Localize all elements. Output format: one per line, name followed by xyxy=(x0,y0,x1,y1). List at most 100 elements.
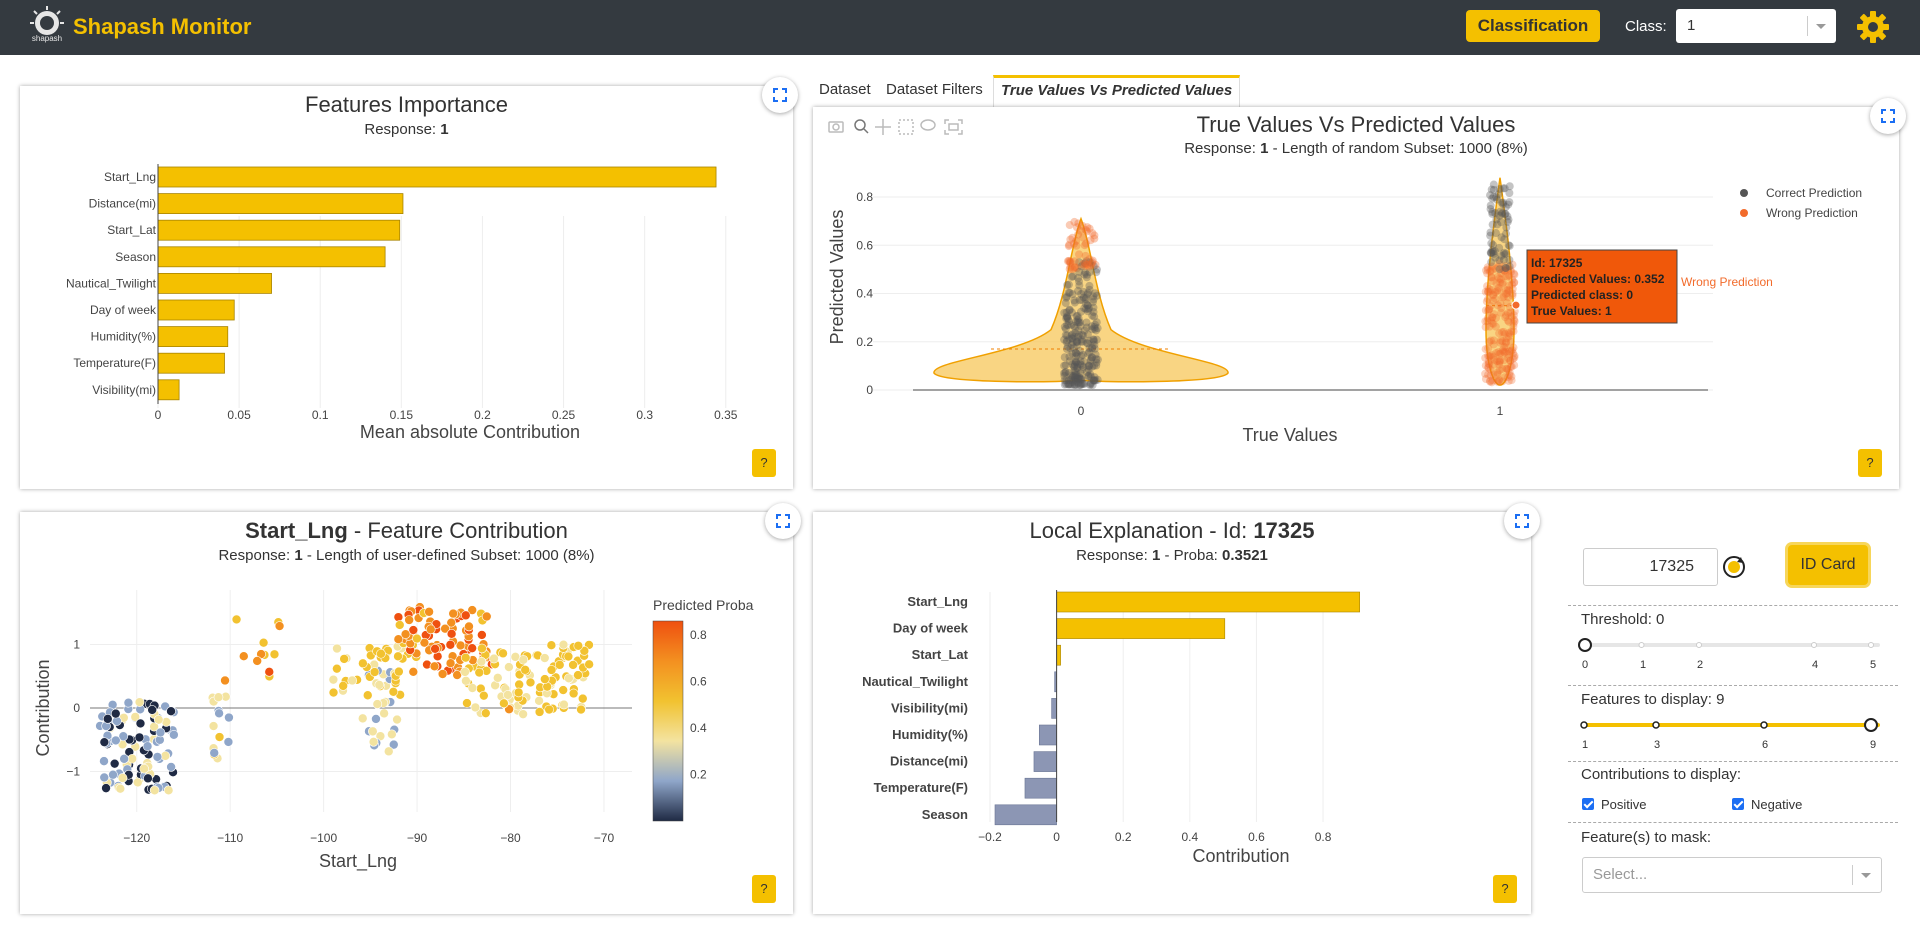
data-point xyxy=(1064,280,1073,289)
data-point xyxy=(358,658,368,669)
data-point xyxy=(1504,332,1513,341)
autoscale-icon[interactable] xyxy=(944,119,963,135)
data-point xyxy=(1488,194,1497,203)
data-point xyxy=(462,698,472,708)
data-point xyxy=(1074,314,1083,323)
threshold-slider[interactable] xyxy=(1578,635,1888,655)
data-point xyxy=(1507,362,1516,371)
expand-button[interactable] xyxy=(1504,503,1540,539)
data-point xyxy=(525,677,536,688)
camera-icon[interactable] xyxy=(828,121,844,133)
pan-icon[interactable] xyxy=(875,119,891,135)
colorbar-tick: 0.2 xyxy=(690,767,707,781)
bar xyxy=(157,219,401,241)
threshold-tick: 4 xyxy=(1812,659,1819,671)
data-point xyxy=(1510,278,1519,287)
data-point xyxy=(1063,312,1072,321)
title-feature: Start_Lng xyxy=(245,518,348,543)
data-point xyxy=(1090,323,1099,332)
data-point xyxy=(1075,346,1084,355)
id-input[interactable]: 17325 xyxy=(1583,548,1718,586)
help-button[interactable]: ? xyxy=(752,449,776,477)
data-point xyxy=(1503,316,1512,325)
data-point xyxy=(1065,306,1074,315)
data-point xyxy=(387,729,397,740)
data-point xyxy=(166,762,176,772)
data-point xyxy=(1092,265,1101,274)
features-tick: 1 xyxy=(1582,739,1589,751)
data-point xyxy=(101,783,111,793)
data-point xyxy=(1497,251,1506,260)
local-explanation-chart: −0.2 0 0.2 0.4 0.6 0.8 Start_Lng Day of week Sta… xyxy=(862,590,1360,866)
shapash-logo-icon: shapash xyxy=(30,6,64,43)
data-point xyxy=(1505,255,1514,264)
data-point xyxy=(1489,310,1498,319)
data-point xyxy=(1077,262,1086,271)
subtitle-response: 1 xyxy=(440,121,449,138)
refresh-icon[interactable] xyxy=(1719,552,1749,582)
data-point xyxy=(534,707,545,717)
zoom-icon[interactable] xyxy=(854,119,869,134)
slider-step xyxy=(1652,721,1660,729)
data-point xyxy=(1505,371,1514,380)
data-point xyxy=(1071,348,1080,357)
help-button[interactable]: ? xyxy=(1858,449,1882,477)
data-point xyxy=(1077,352,1086,361)
data-point xyxy=(1497,308,1506,317)
data-point xyxy=(1081,239,1090,248)
lasso-icon[interactable] xyxy=(920,119,936,131)
data-point xyxy=(1085,344,1094,353)
positive-checkbox[interactable] xyxy=(1582,798,1594,810)
data-point xyxy=(1509,349,1518,358)
data-point xyxy=(1509,322,1518,331)
data-point xyxy=(1068,349,1077,358)
expand-button[interactable] xyxy=(1870,98,1906,134)
data-point xyxy=(1496,278,1505,287)
data-point xyxy=(573,670,583,680)
tab-dataset-filters[interactable]: Dataset Filters xyxy=(886,81,983,98)
help-button[interactable]: ? xyxy=(1493,875,1517,903)
data-point xyxy=(274,621,285,631)
data-point xyxy=(1497,233,1506,242)
box-select-icon[interactable] xyxy=(898,119,914,135)
id-card-button[interactable]: ID Card xyxy=(1788,545,1868,585)
data-point xyxy=(102,714,113,724)
local-explanation-subtitle: Response: 1 - Proba: 0.3521 xyxy=(813,547,1531,564)
data-point xyxy=(1084,365,1093,374)
data-point xyxy=(1487,316,1496,325)
data-point xyxy=(1488,246,1497,255)
expand-button[interactable] xyxy=(765,503,801,539)
data-point xyxy=(1064,321,1073,330)
data-point xyxy=(1080,326,1089,335)
tab-dataset[interactable]: Dataset xyxy=(819,81,871,98)
negative-checkbox[interactable] xyxy=(1732,798,1744,810)
features-display-slider[interactable] xyxy=(1578,715,1888,735)
slider-track xyxy=(1584,643,1880,647)
data-point xyxy=(1486,266,1495,275)
y-tick-label: Nautical_Twilight xyxy=(862,674,969,689)
subtitle-response: 1 xyxy=(1260,140,1269,157)
gear-icon[interactable] xyxy=(1855,9,1891,45)
data-point xyxy=(1498,346,1507,355)
data-point xyxy=(1488,220,1497,229)
help-button[interactable]: ? xyxy=(752,875,776,903)
data-point xyxy=(169,729,179,740)
data-point xyxy=(1484,351,1493,360)
data-point xyxy=(1487,239,1496,248)
tab-true-vs-predicted[interactable]: True Values Vs Predicted Values xyxy=(993,75,1241,108)
data-point xyxy=(1060,322,1069,331)
data-point xyxy=(1494,348,1503,357)
subtitle-prefix: Response: xyxy=(364,121,441,138)
data-point xyxy=(1092,335,1101,344)
data-point xyxy=(1089,335,1098,344)
mask-select[interactable]: Select... xyxy=(1582,857,1882,893)
data-point xyxy=(1486,267,1495,276)
x-tick-label: 0.3 xyxy=(636,408,653,422)
data-point xyxy=(1483,295,1492,304)
data-point xyxy=(130,712,141,722)
data-point xyxy=(1068,233,1077,242)
data-point xyxy=(1083,260,1092,269)
data-point xyxy=(1495,357,1504,366)
expand-button[interactable] xyxy=(762,77,798,113)
class-select[interactable]: 1 xyxy=(1676,9,1836,43)
